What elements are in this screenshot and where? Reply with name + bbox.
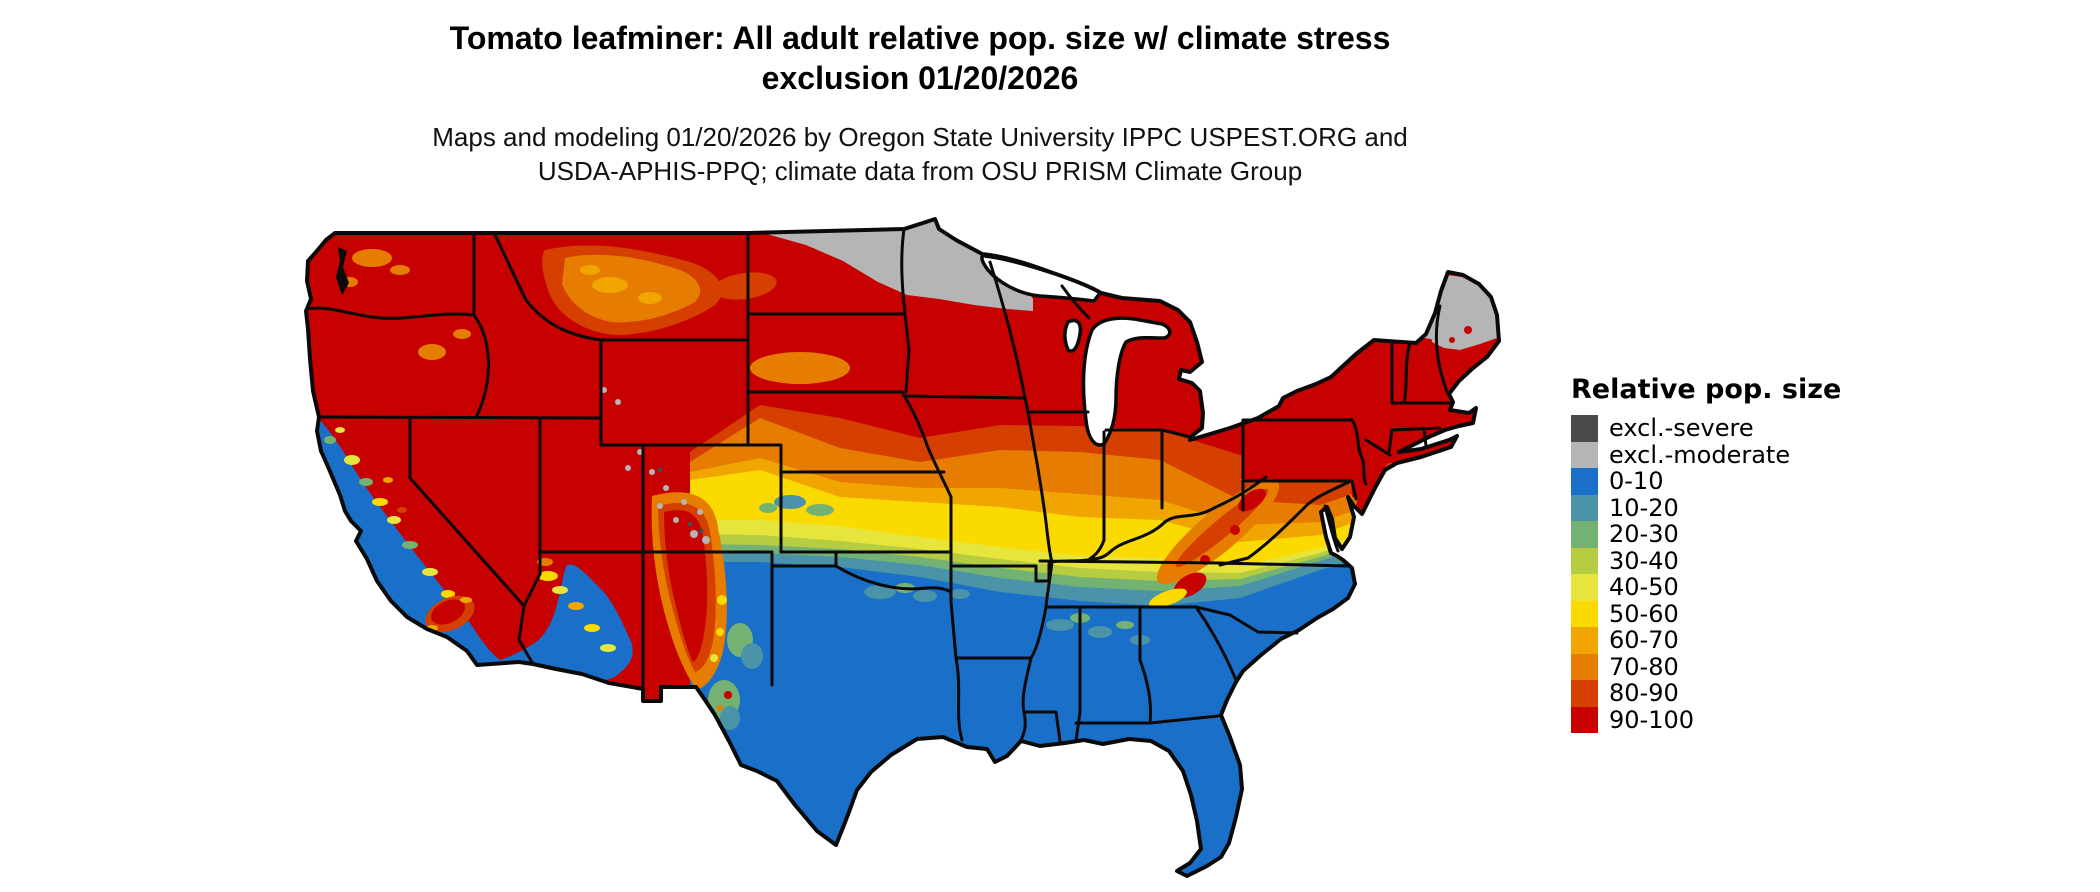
legend-item-label: 0-10 <box>1609 467 1664 496</box>
legend-item-label: 60-70 <box>1609 626 1679 655</box>
legend-item: excl.-moderate <box>1571 440 1841 469</box>
legend-item-label: excl.-severe <box>1609 414 1754 443</box>
appalachian-finger <box>1149 479 1280 608</box>
page-title-line1: Tomato leafminer: All adult relative pop… <box>449 20 1391 56</box>
legend-item: excl.-severe <box>1571 414 1841 443</box>
legend-swatch-excl-severe <box>1571 415 1598 442</box>
map-subtitle-line2: USDA-APHIS-PPQ; climate data from OSU PR… <box>537 156 1303 186</box>
legend-item-label: 50-60 <box>1609 599 1679 628</box>
legend-item-label: 20-30 <box>1609 520 1679 549</box>
legend-item-label: 70-80 <box>1609 652 1679 681</box>
exclusion-severe-speck <box>657 467 663 473</box>
page-title-line2: exclusion 01/20/2026 <box>761 60 1079 96</box>
legend-item: 0-10 <box>1571 467 1841 496</box>
legend-item: 30-40 <box>1571 546 1841 575</box>
legend-item-label: 90-100 <box>1609 705 1695 734</box>
map-subtitle-line1: Maps and modeling 01/20/2026 by Oregon S… <box>432 122 1408 152</box>
legend-swatch-50-60 <box>1571 600 1598 627</box>
legend-item: 70-80 <box>1571 652 1841 681</box>
legend-item-label: excl.-moderate <box>1609 440 1791 469</box>
legend-swatch-40-50 <box>1571 574 1598 601</box>
legend-swatch-20-30 <box>1571 521 1598 548</box>
exclusion-moderate-north <box>763 219 1033 311</box>
new-mexico-ridge <box>651 492 763 690</box>
puget-sound <box>336 247 349 295</box>
legend-item-label: 40-50 <box>1609 573 1679 602</box>
map-legend: Relative pop. size excl.-severe excl.-mo… <box>1571 374 1842 734</box>
legend-item-label: 80-90 <box>1609 679 1679 708</box>
legend-swatch-excl-moderate <box>1571 441 1598 468</box>
legend-swatch-70-80 <box>1571 653 1598 680</box>
lake-michigan <box>1081 316 1172 447</box>
legend-item-label: 10-20 <box>1609 493 1679 522</box>
legend-item: 20-30 <box>1571 520 1841 549</box>
exclusion-severe-speck <box>687 521 693 527</box>
legend-item: 50-60 <box>1571 599 1841 628</box>
exclusion-severe-speck <box>698 528 704 534</box>
legend-title: Relative pop. size <box>1571 374 1842 405</box>
great-lakes <box>980 252 1172 447</box>
northwest-orange-patches <box>342 245 850 384</box>
southwest-blue-region <box>318 420 633 681</box>
legend-swatch-60-70 <box>1571 627 1598 654</box>
legend-swatch-30-40 <box>1571 547 1598 574</box>
legend-swatch-10-20 <box>1571 494 1598 521</box>
state-borders <box>305 227 1453 743</box>
exclusion-moderate-maine <box>1424 275 1497 350</box>
exclusion-rockies-specks <box>601 387 710 544</box>
map-subtitle: Maps and modeling 01/20/2026 by Oregon S… <box>410 120 1430 188</box>
page-title: Tomato leafminer: All adult relative pop… <box>410 18 1430 98</box>
legend-item: 10-20 <box>1571 493 1841 522</box>
legend-swatch-80-90 <box>1571 680 1598 707</box>
legend-item-label: 30-40 <box>1609 546 1679 575</box>
legend-item: 40-50 <box>1571 573 1841 602</box>
legend-swatch-90-100 <box>1571 706 1598 733</box>
legend-item: 80-90 <box>1571 679 1841 708</box>
green-bay <box>1063 318 1083 353</box>
legend-swatch-0-10 <box>1571 468 1598 495</box>
legend-item: 60-70 <box>1571 626 1841 655</box>
legend-item: 90-100 <box>1571 705 1841 734</box>
